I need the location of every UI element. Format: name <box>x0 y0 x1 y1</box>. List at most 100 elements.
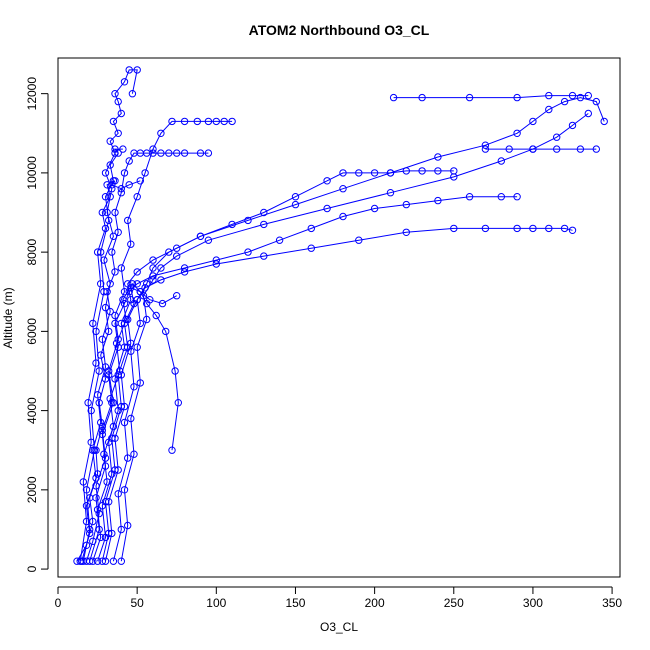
data-point <box>168 117 176 126</box>
x-tick-label: 0 <box>55 596 62 610</box>
data-point <box>529 145 537 153</box>
data-point <box>165 149 173 157</box>
data-point <box>355 169 363 177</box>
data-point <box>109 557 118 565</box>
data-point <box>584 91 592 100</box>
data-point <box>97 533 105 542</box>
data-point <box>260 252 268 260</box>
data-point <box>418 93 426 102</box>
data-point <box>173 292 181 300</box>
data-point <box>101 224 110 233</box>
data-point <box>111 311 119 320</box>
data-point <box>165 248 173 256</box>
data-point <box>124 343 132 351</box>
data-point <box>100 288 108 296</box>
y-tick-label: 0 <box>25 565 39 572</box>
x-axis-label: O3_CL <box>320 620 358 634</box>
data-point <box>114 228 122 237</box>
data-point <box>93 557 102 565</box>
data-point <box>434 167 442 175</box>
chart-title: ATOM2 Northbound O3_CL <box>249 22 430 38</box>
data-point <box>105 529 113 538</box>
data-point <box>125 181 133 189</box>
data-point <box>109 117 118 126</box>
data-point <box>124 521 132 530</box>
data-point <box>127 414 135 423</box>
data-point <box>339 169 347 177</box>
data-point <box>244 216 252 225</box>
data-point <box>98 335 107 343</box>
data-point <box>119 145 127 153</box>
data-point <box>592 145 600 153</box>
data-point <box>171 367 179 375</box>
data-point <box>111 208 119 217</box>
data-point <box>560 224 569 233</box>
data-point <box>513 93 521 102</box>
series-line <box>81 152 209 562</box>
y-tick-label: 4000 <box>25 397 39 424</box>
data-point <box>143 315 151 324</box>
data-point <box>149 276 157 284</box>
data-point <box>204 117 213 126</box>
data-point <box>133 268 141 276</box>
data-point <box>481 224 490 233</box>
data-point <box>307 224 315 233</box>
data-point <box>481 141 490 149</box>
data-point <box>106 193 114 201</box>
data-point <box>568 91 577 100</box>
data-point <box>128 90 137 98</box>
data-point <box>291 200 300 209</box>
x-tick-label: 150 <box>285 596 305 610</box>
data-point <box>92 359 100 367</box>
series-9 <box>98 284 183 565</box>
data-point <box>260 208 268 217</box>
data-point <box>418 167 426 175</box>
data-point <box>105 371 113 379</box>
data-point <box>133 66 141 74</box>
data-point <box>106 280 114 288</box>
data-point <box>133 280 141 288</box>
data-point <box>82 517 91 526</box>
data-point <box>106 395 114 403</box>
data-point <box>149 264 157 272</box>
data-point <box>196 149 205 157</box>
x-tick-label: 350 <box>602 596 622 610</box>
data-point <box>244 248 252 256</box>
data-point <box>122 315 130 324</box>
data-point <box>79 557 88 565</box>
x-tick-label: 200 <box>365 596 385 610</box>
data-point <box>133 343 141 351</box>
series-11 <box>76 177 145 565</box>
data-point <box>106 307 114 316</box>
data-point <box>505 145 513 153</box>
data-point <box>576 93 585 102</box>
data-point <box>92 482 100 490</box>
data-point <box>108 399 116 407</box>
data-point <box>529 117 537 126</box>
data-point <box>100 450 108 458</box>
data-point <box>120 319 129 328</box>
data-point <box>434 153 442 161</box>
data-point <box>143 299 151 308</box>
data-point <box>576 145 585 153</box>
data-point <box>127 284 135 292</box>
data-point <box>79 478 88 486</box>
data-point <box>98 208 107 217</box>
data-point <box>101 454 110 462</box>
data-point <box>89 319 97 328</box>
data-point <box>136 177 145 185</box>
data-point <box>120 78 129 86</box>
data-point <box>111 466 119 474</box>
data-point <box>84 399 92 407</box>
data-point <box>323 177 331 185</box>
data-point <box>111 268 119 276</box>
data-point <box>106 161 114 169</box>
y-axis-label: Altitude (m) <box>1 287 15 348</box>
data-point <box>497 157 505 165</box>
data-point <box>162 327 170 336</box>
data-point <box>529 224 537 233</box>
data-point <box>93 248 102 256</box>
data-point <box>389 93 398 102</box>
x-tick-label: 300 <box>523 596 543 610</box>
data-point <box>173 244 181 252</box>
